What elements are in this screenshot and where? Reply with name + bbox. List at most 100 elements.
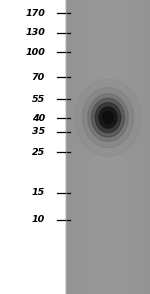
Bar [108, 0, 109, 294]
Bar [68, 0, 69, 294]
Bar [141, 0, 142, 294]
Bar [69, 0, 70, 294]
Bar [83, 0, 84, 294]
Ellipse shape [82, 88, 134, 148]
Bar [115, 0, 116, 294]
Bar [140, 0, 141, 294]
Bar [90, 0, 91, 294]
Bar [82, 0, 83, 294]
Bar [66, 0, 67, 294]
Bar [66, 0, 150, 294]
Bar [72, 0, 73, 294]
Bar [133, 0, 134, 294]
Bar [136, 0, 137, 294]
Bar [128, 0, 129, 294]
Bar [91, 0, 92, 294]
Bar [101, 0, 102, 294]
Bar [114, 0, 115, 294]
Bar [99, 0, 100, 294]
Bar [93, 0, 94, 294]
Bar [75, 0, 76, 294]
Text: 100: 100 [25, 48, 45, 57]
Bar [111, 0, 112, 294]
Text: 15: 15 [32, 188, 45, 197]
Bar [74, 0, 75, 294]
Bar [96, 0, 98, 294]
Bar [84, 0, 85, 294]
Text: 170: 170 [25, 9, 45, 18]
Bar [131, 0, 132, 294]
Bar [81, 0, 82, 294]
Bar [78, 0, 79, 294]
Ellipse shape [92, 98, 124, 137]
Bar [121, 0, 122, 294]
Bar [79, 0, 80, 294]
Bar [126, 0, 127, 294]
Bar [129, 0, 130, 294]
Bar [73, 0, 74, 294]
Bar [71, 0, 72, 294]
Bar [92, 0, 93, 294]
Bar [103, 0, 104, 294]
Bar [107, 0, 108, 294]
Ellipse shape [75, 79, 141, 156]
Bar [76, 0, 78, 294]
Bar [145, 0, 146, 294]
Bar [144, 0, 145, 294]
Bar [124, 0, 125, 294]
Bar [146, 0, 147, 294]
Bar [142, 0, 143, 294]
Bar [109, 0, 110, 294]
Bar [0, 0, 66, 294]
Bar [88, 0, 89, 294]
Bar [89, 0, 90, 294]
Bar [100, 0, 101, 294]
Bar [94, 0, 95, 294]
Bar [102, 0, 103, 294]
Bar [147, 0, 148, 294]
Text: 10: 10 [32, 216, 45, 224]
Bar [138, 0, 140, 294]
Ellipse shape [88, 94, 128, 141]
Text: 40: 40 [32, 114, 45, 123]
Bar [110, 0, 111, 294]
Text: 55: 55 [32, 95, 45, 104]
Bar [130, 0, 131, 294]
Ellipse shape [99, 107, 117, 128]
Ellipse shape [106, 112, 121, 123]
Bar [113, 0, 114, 294]
Bar [135, 0, 136, 294]
Bar [116, 0, 117, 294]
Bar [117, 0, 118, 294]
Bar [86, 0, 87, 294]
Bar [85, 0, 86, 294]
Bar [125, 0, 126, 294]
Bar [87, 0, 88, 294]
Bar [127, 0, 128, 294]
Bar [123, 0, 124, 294]
Bar [148, 0, 149, 294]
Bar [98, 0, 99, 294]
Bar [70, 0, 71, 294]
Text: 130: 130 [25, 29, 45, 37]
Bar [132, 0, 133, 294]
Bar [120, 0, 121, 294]
Text: 70: 70 [32, 73, 45, 81]
Bar [104, 0, 105, 294]
Bar [106, 0, 107, 294]
Bar [137, 0, 138, 294]
Bar [67, 0, 68, 294]
Ellipse shape [95, 103, 121, 133]
Text: 35: 35 [32, 127, 45, 136]
Bar [149, 0, 150, 294]
Bar [134, 0, 135, 294]
Bar [80, 0, 81, 294]
Bar [95, 0, 96, 294]
Bar [118, 0, 120, 294]
Bar [105, 0, 106, 294]
Ellipse shape [103, 111, 113, 124]
Bar [122, 0, 123, 294]
Bar [143, 0, 144, 294]
Bar [112, 0, 113, 294]
Text: 25: 25 [32, 148, 45, 157]
